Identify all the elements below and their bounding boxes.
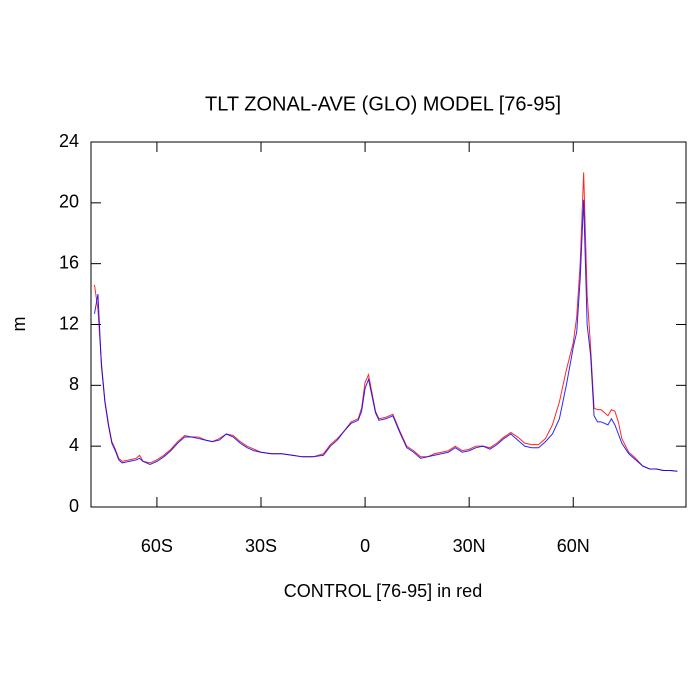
- y-axis-label: m: [9, 317, 29, 332]
- y-tick-label: 4: [69, 435, 79, 455]
- data-line: [93, 172, 678, 472]
- y-tick-label: 16: [59, 252, 79, 272]
- y-tick-label: 8: [69, 374, 79, 394]
- x-tick-label: 30S: [245, 536, 277, 556]
- data-line: [93, 199, 678, 472]
- plot-frame: [90, 141, 687, 508]
- chart-title: TLT ZONAL-AVE (GLO) MODEL [76-95]: [205, 93, 561, 115]
- y-tick-label: 12: [59, 313, 79, 333]
- x-tick-label: 60N: [557, 536, 590, 556]
- x-tick-label: 0: [360, 536, 370, 556]
- x-tick-label: 60S: [141, 536, 173, 556]
- x-axis-label: CONTROL [76-95] in red: [284, 581, 482, 601]
- x-tick-label: 30N: [453, 536, 486, 556]
- y-tick-label: 24: [59, 131, 79, 151]
- y-tick-label: 20: [59, 192, 79, 212]
- y-tick-label: 0: [69, 496, 79, 516]
